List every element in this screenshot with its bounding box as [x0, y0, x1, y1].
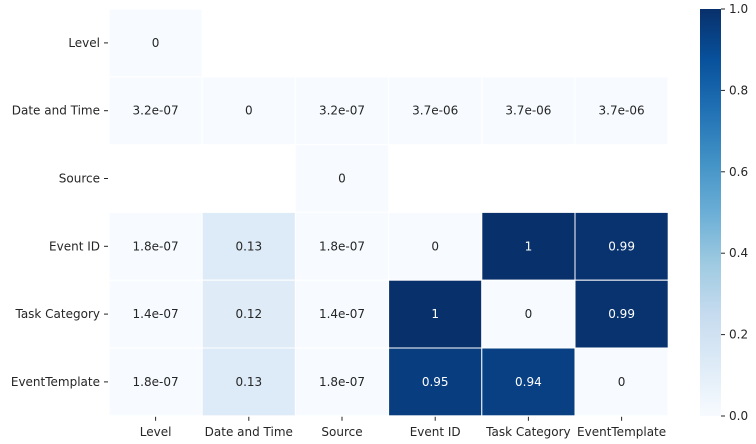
cell-value-label: 1 [525, 239, 533, 253]
heatmap-cell [481, 76, 576, 146]
cell-value-label: 0.13 [235, 375, 262, 389]
x-tick-label: Task Category [485, 425, 571, 439]
cell-value-label: 0 [245, 104, 253, 118]
cell-value-label: 0.95 [422, 375, 449, 389]
cell-value-label: 0 [152, 36, 160, 50]
colorbar-tick-label: 0.2 [729, 328, 748, 342]
heatmap-cell [388, 211, 483, 281]
y-tick-label: Task Category [14, 307, 100, 321]
heatmap-cell [388, 279, 483, 349]
y-tick-label: Date and Time [12, 104, 100, 118]
x-tick-label: Date and Time [205, 425, 293, 439]
heatmap-cell [108, 347, 203, 417]
cell-value-label: 3.7e-06 [412, 104, 458, 118]
cell-value-label: 3.2e-07 [319, 104, 365, 118]
heatmap-cell [481, 347, 576, 417]
heatmap-cell [294, 279, 390, 349]
y-tick-label: Source [59, 172, 100, 186]
heatmap-cell [294, 347, 390, 417]
cell-value-label: 0 [525, 307, 533, 321]
cell-value-label: 0.99 [608, 239, 635, 253]
x-tick-label: Event ID [410, 425, 461, 439]
heatmap-cell [201, 211, 296, 281]
heatmap-cell-labels: 0 3.2e-07 0 3.2e-07 3.7e-06 3.7e-06 3.7e-06 0 1.… [133, 36, 645, 389]
cell-value-label: 1 [431, 307, 439, 321]
cell-value-label: 1.4e-07 [319, 307, 365, 321]
cell-value-label: 3.2e-07 [133, 104, 179, 118]
heatmap-cell [574, 279, 669, 349]
y-tick-label: Level [68, 36, 100, 50]
cell-value-label: 0 [431, 239, 439, 253]
heatmap-cell [481, 279, 576, 349]
cell-value-label: 0 [338, 172, 346, 186]
cell-value-label: 1.8e-07 [133, 239, 179, 253]
cell-value-label: 0.13 [235, 239, 262, 253]
heatmap-cell [388, 76, 483, 146]
heatmap-cell [108, 76, 203, 146]
heatmap-cell [574, 76, 669, 146]
colorbar: 0.0 0.2 0.4 0.6 0.8 1.0 [700, 2, 748, 423]
colorbar-tick-label: 0.0 [729, 409, 748, 423]
cell-value-label: 1.8e-07 [133, 375, 179, 389]
colorbar-tick-label: 1.0 [729, 2, 748, 16]
heatmap-cell [574, 347, 669, 417]
heatmap-cell [481, 211, 576, 281]
heatmap-cells [108, 8, 669, 417]
cell-value-label: 0.99 [608, 307, 635, 321]
heatmap-cell [574, 211, 669, 281]
cell-value-label: 3.7e-06 [599, 104, 645, 118]
x-tick-label: Level [140, 425, 172, 439]
cell-value-label: 0 [618, 375, 626, 389]
y-tick-label: EventTemplate [11, 375, 100, 389]
cell-value-label: 1.4e-07 [133, 307, 179, 321]
heatmap-cell [294, 144, 390, 213]
x-tick-label: EventTemplate [577, 425, 666, 439]
y-axis: Level Date and Time Source Event ID Task Cat… [11, 36, 108, 389]
heatmap-cell [294, 76, 390, 146]
y-tick-label: Event ID [49, 239, 100, 253]
heatmap-cell [201, 76, 296, 146]
cell-value-label: 0.12 [235, 307, 262, 321]
colorbar-tick-label: 0.6 [729, 165, 748, 179]
heatmap-cell [108, 8, 203, 78]
cell-value-label: 1.8e-07 [319, 239, 365, 253]
colorbar-tick-label: 0.4 [729, 246, 748, 260]
colorbar-tick-label: 0.8 [729, 83, 748, 97]
colorbar-gradient [700, 9, 721, 416]
x-axis: Level Date and Time Source Event ID Task Cat… [140, 416, 666, 439]
heatmap-cell [201, 347, 296, 417]
cell-value-label: 0.94 [515, 375, 542, 389]
cell-value-label: 3.7e-06 [505, 104, 551, 118]
heatmap-cell [201, 279, 296, 349]
x-tick-label: Source [321, 425, 362, 439]
cell-value-label: 1.8e-07 [319, 375, 365, 389]
